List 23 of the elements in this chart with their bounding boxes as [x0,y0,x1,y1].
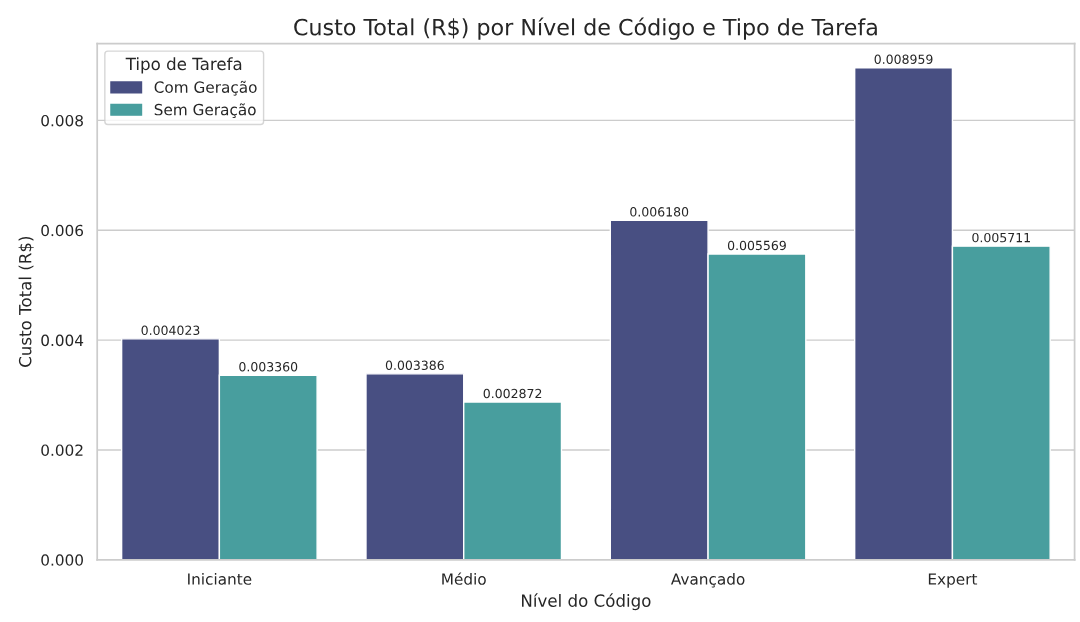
data-label: 0.008959 [874,54,933,64]
legend-label: Com Geração [154,80,257,96]
data-label: 0.003360 [239,362,298,372]
y-tick-label: 0.000 [41,554,83,566]
y-tick-label: 0.008 [41,114,83,127]
y-tick-label: 0.004 [41,334,84,347]
legend-title: Tipo de Tarefa [125,57,242,74]
data-label: 0.005569 [727,240,786,251]
data-label: 0.004023 [141,325,200,336]
x-tick-label: Iniciante [188,572,252,585]
x-tick-label: Avançado [670,572,745,588]
x-tick-label: Médio [442,572,486,585]
x-axis-title: Nível do Código [522,593,651,611]
data-label: 0.006180 [630,207,689,217]
y-tick-label: 0.002 [41,444,83,456]
chart-title: Custo Total (R$) por Nível de Código e Tipo de Tarefa [294,17,877,40]
data-label: 0.002872 [483,388,542,399]
x-tick-label: Expert [928,573,978,588]
legend-label: Sem Geração [154,103,256,119]
data-label: 0.005711 [972,232,1030,243]
y-axis-title: Custo Total (R$) [18,236,34,367]
y-tick-label: 0.006 [41,224,84,237]
data-label: 0.003386 [385,360,444,371]
